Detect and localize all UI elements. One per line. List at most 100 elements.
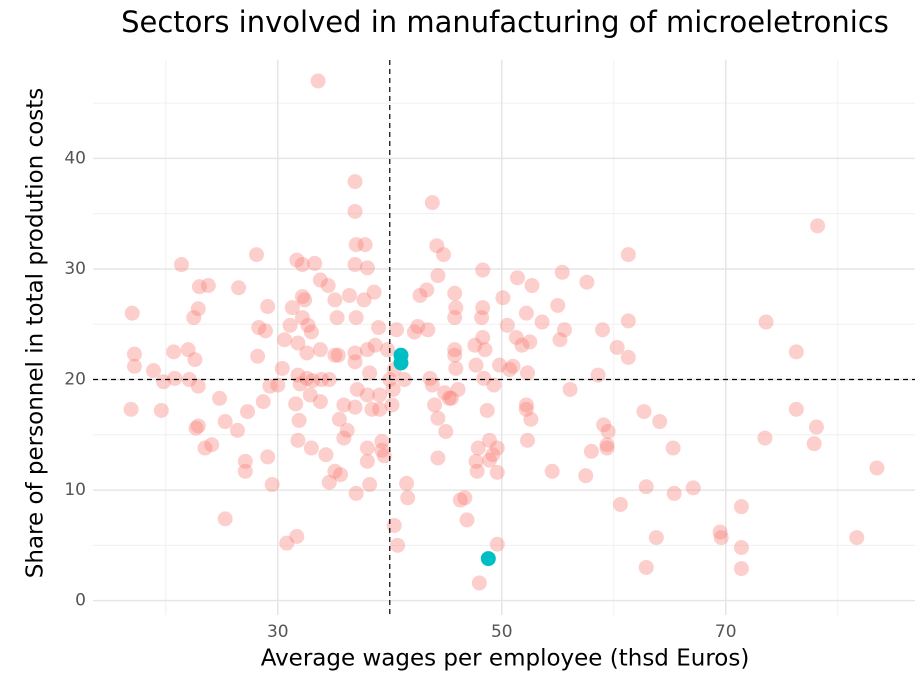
- point: [204, 437, 220, 453]
- point: [733, 561, 749, 577]
- point: [447, 342, 463, 358]
- point: [367, 337, 383, 353]
- point: [299, 370, 315, 386]
- point: [294, 257, 310, 273]
- point: [288, 396, 304, 412]
- point: [186, 310, 202, 326]
- point: [648, 530, 664, 546]
- point: [583, 443, 599, 459]
- point: [448, 360, 464, 376]
- point: [348, 310, 364, 326]
- point: [336, 397, 352, 413]
- point: [808, 419, 824, 435]
- point: [486, 377, 502, 393]
- point: [250, 348, 266, 364]
- point: [310, 73, 326, 89]
- point: [666, 485, 682, 501]
- point: [217, 414, 233, 430]
- point: [257, 323, 273, 339]
- point: [284, 300, 300, 316]
- point: [476, 370, 492, 386]
- point: [156, 374, 172, 390]
- point: [359, 387, 375, 403]
- point: [430, 410, 446, 426]
- point: [374, 433, 390, 449]
- x-axis-label: Average wages per employee (thsd Euros): [261, 646, 750, 672]
- point: [429, 238, 445, 254]
- point: [612, 496, 628, 512]
- point: [406, 324, 422, 340]
- point: [518, 305, 534, 321]
- point: [297, 292, 313, 308]
- point: [372, 387, 388, 403]
- point: [262, 378, 278, 394]
- point: [304, 373, 320, 389]
- point: [362, 477, 378, 493]
- point: [277, 332, 293, 348]
- point: [388, 322, 404, 338]
- point: [348, 485, 364, 501]
- point: [327, 292, 343, 308]
- point: [489, 464, 505, 480]
- point: [294, 310, 310, 326]
- point: [359, 260, 375, 276]
- point: [595, 322, 611, 338]
- point: [518, 401, 534, 417]
- y-tick-label: 30: [64, 259, 86, 279]
- point: [788, 344, 804, 360]
- point: [620, 247, 636, 263]
- point: [849, 530, 865, 546]
- point: [357, 237, 373, 253]
- point: [514, 337, 530, 353]
- point: [260, 449, 276, 465]
- point: [422, 370, 438, 386]
- point: [550, 297, 566, 313]
- point: [733, 499, 749, 515]
- point: [452, 492, 468, 508]
- point: [386, 517, 402, 533]
- point: [638, 479, 654, 495]
- point: [380, 342, 396, 358]
- point: [477, 342, 493, 358]
- point: [321, 474, 337, 490]
- point: [291, 412, 307, 428]
- point: [341, 287, 357, 303]
- point: [419, 282, 435, 298]
- point: [330, 347, 346, 363]
- point: [229, 422, 245, 438]
- point: [479, 402, 495, 418]
- point: [436, 247, 452, 263]
- point: [430, 450, 446, 466]
- point: [290, 335, 306, 351]
- x-tick-label: 50: [491, 622, 513, 642]
- point: [393, 355, 409, 371]
- point: [188, 420, 204, 436]
- point: [443, 390, 459, 406]
- point: [181, 372, 197, 388]
- point: [289, 252, 305, 268]
- point: [274, 360, 290, 376]
- point: [231, 280, 247, 296]
- point: [190, 378, 206, 394]
- point: [282, 317, 298, 333]
- point: [438, 423, 454, 439]
- point: [347, 354, 363, 370]
- point: [554, 264, 570, 280]
- point: [712, 524, 728, 540]
- point: [590, 367, 606, 383]
- point: [447, 285, 463, 301]
- point: [249, 247, 265, 263]
- point: [412, 287, 428, 303]
- point: [145, 363, 161, 379]
- point: [471, 575, 487, 591]
- point: [173, 257, 189, 273]
- point: [480, 551, 496, 567]
- point: [733, 540, 749, 556]
- point: [636, 404, 652, 420]
- point: [481, 432, 497, 448]
- point: [869, 460, 885, 476]
- point: [187, 352, 203, 368]
- point: [303, 440, 319, 456]
- point: [518, 397, 534, 413]
